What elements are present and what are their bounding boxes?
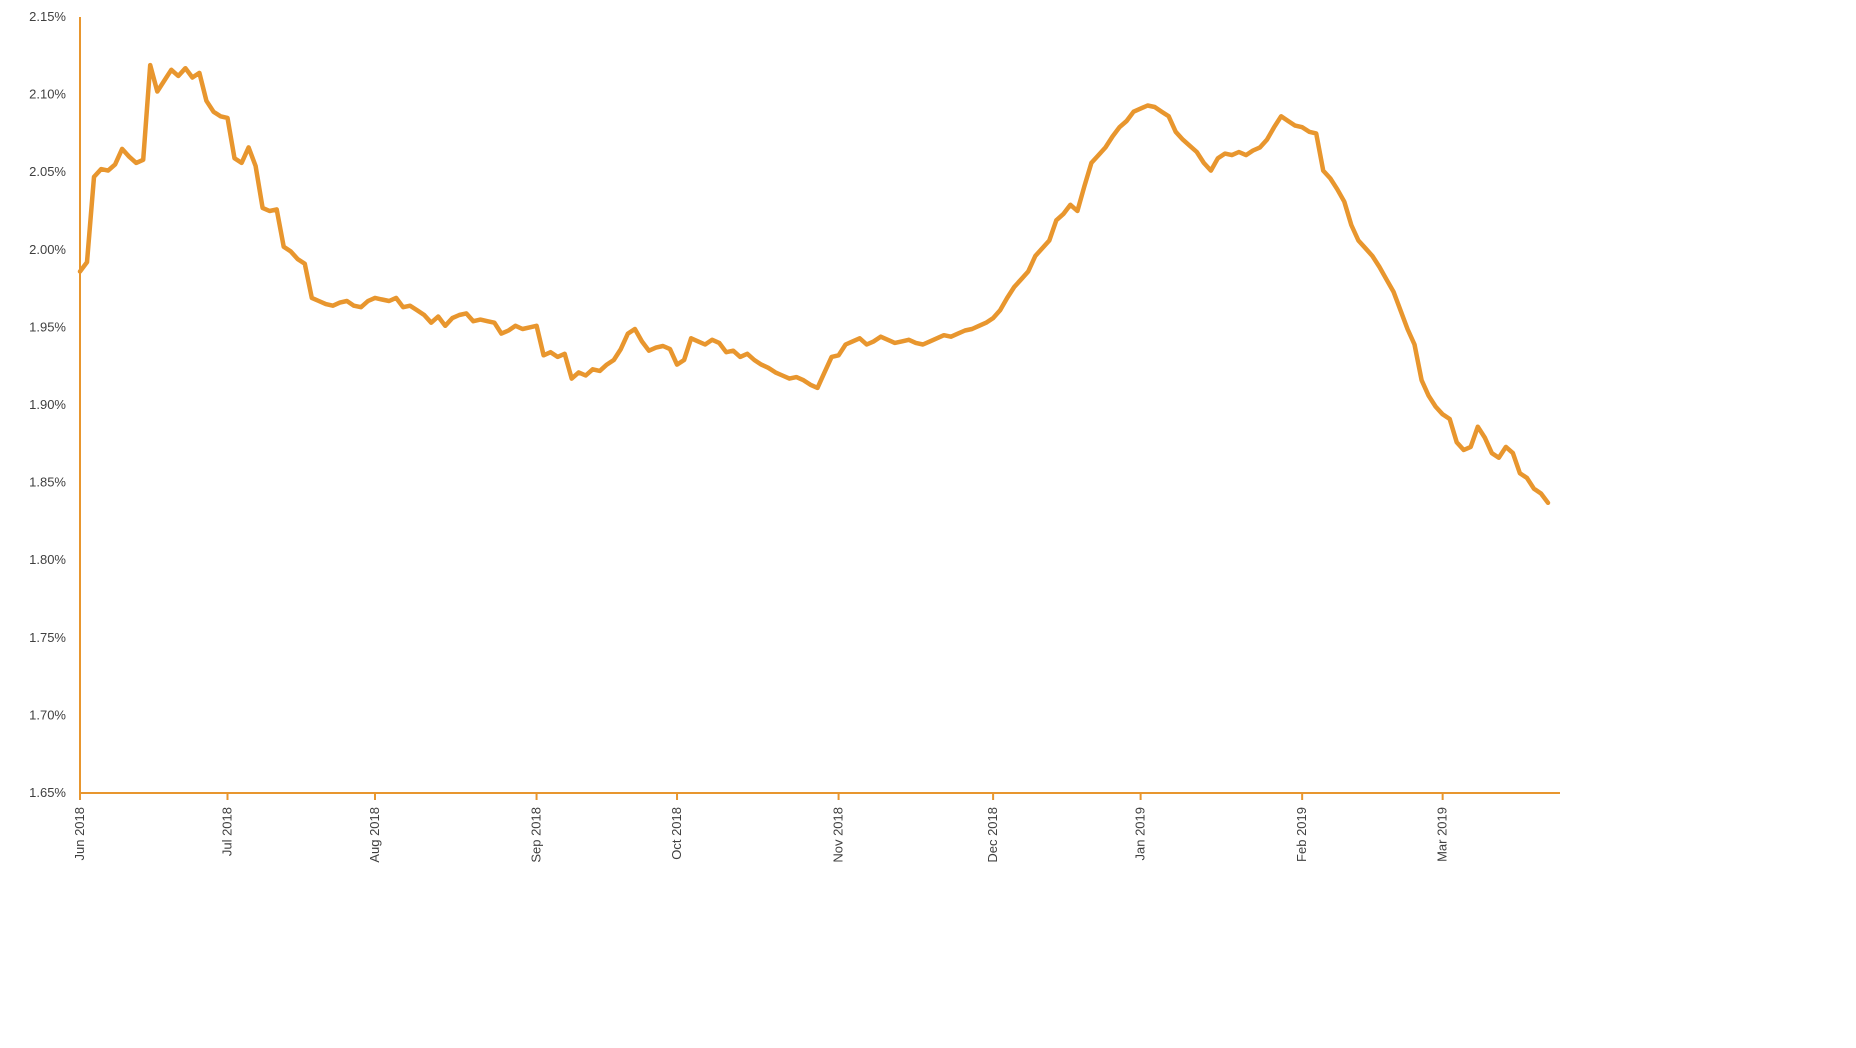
x-axis-label: Mar 2019 <box>1435 807 1450 862</box>
x-axis-label: Aug 2018 <box>367 807 382 863</box>
x-axis-label: Oct 2018 <box>669 807 684 860</box>
x-axis-label: Feb 2019 <box>1294 807 1309 862</box>
x-axis-label: Sep 2018 <box>529 807 544 863</box>
y-axis-label: 2.05% <box>29 164 66 179</box>
y-axis-label: 1.85% <box>29 475 66 490</box>
y-axis-label: 2.00% <box>29 242 66 257</box>
y-axis-label: 1.80% <box>29 552 66 567</box>
y-axis-label: 2.10% <box>29 87 66 102</box>
y-axis-label: 1.75% <box>29 630 66 645</box>
x-axis-label: Jan 2019 <box>1133 807 1148 861</box>
y-axis-label: 1.65% <box>29 785 66 800</box>
y-axis-label: 1.95% <box>29 319 66 334</box>
y-axis-label: 2.15% <box>29 9 66 24</box>
series-line <box>77 62 1551 506</box>
x-axis-label: Jun 2018 <box>72 807 87 861</box>
y-axis-label: 1.90% <box>29 397 66 412</box>
y-axis-label: 1.70% <box>29 707 66 722</box>
x-axis-label: Jul 2018 <box>220 807 235 856</box>
x-axis-label: Dec 2018 <box>985 807 1000 863</box>
x-axis-label: Nov 2018 <box>831 807 846 863</box>
